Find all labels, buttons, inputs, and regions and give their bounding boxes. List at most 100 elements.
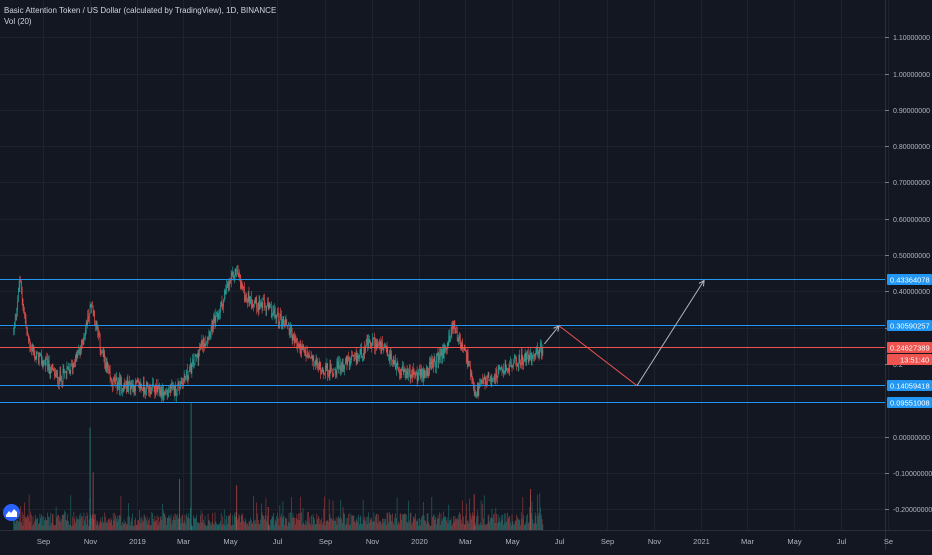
candle-body xyxy=(103,353,105,357)
candle-body xyxy=(411,370,413,375)
volume-bar xyxy=(83,512,85,530)
price-level-tag-text: 0.24627389 xyxy=(890,344,930,353)
volume-bar xyxy=(189,507,191,530)
volume-bar xyxy=(337,518,339,530)
candle-body xyxy=(265,307,267,311)
candle-body xyxy=(142,381,144,391)
volume-bar xyxy=(395,518,397,530)
candle-body xyxy=(155,385,156,395)
candle-body xyxy=(186,369,187,377)
volume-bar xyxy=(471,515,473,530)
projection-segment[interactable] xyxy=(636,280,705,386)
candle-body xyxy=(13,329,14,332)
candle-body xyxy=(47,359,48,371)
candle-body xyxy=(467,352,469,365)
time-tick-label: 2020 xyxy=(411,537,428,546)
candle-body xyxy=(235,269,237,272)
volume-bar xyxy=(459,512,460,530)
volume-bar xyxy=(323,508,325,530)
candle-body xyxy=(176,385,178,393)
projection-segment[interactable] xyxy=(558,325,638,387)
price-level-tag[interactable] xyxy=(887,380,932,391)
volume-bar xyxy=(319,524,321,530)
volume-bar xyxy=(426,513,428,530)
candle-body xyxy=(101,352,102,354)
price-tick-label: 0.80000000 xyxy=(893,144,930,151)
candle-body xyxy=(214,316,216,323)
time-axis[interactable]: Sep Nov 2019 Mar May Jul Sep Nov 2020 Mar May Jul Se… xyxy=(0,530,932,547)
volume-indicator-label[interactable]: Vol (20) xyxy=(4,17,32,26)
candle-body xyxy=(269,304,271,308)
candle-body xyxy=(120,379,122,380)
candle-body xyxy=(321,370,322,375)
volume-bar xyxy=(291,497,292,530)
time-tick-label: Mar xyxy=(177,537,190,546)
volume-bar xyxy=(164,514,166,530)
volume-bar xyxy=(48,516,49,530)
candle-body xyxy=(82,340,83,344)
volume-bar xyxy=(33,524,35,530)
candle-body xyxy=(350,359,352,363)
volume-bar xyxy=(14,523,16,530)
candle-body xyxy=(146,382,147,394)
candle-body xyxy=(115,377,117,379)
candle-body xyxy=(422,368,424,379)
candle-body xyxy=(386,347,388,353)
candle-body xyxy=(236,271,237,273)
candle-body xyxy=(74,364,75,367)
volume-bar xyxy=(491,508,493,530)
volume-bar xyxy=(308,512,309,530)
candle-body xyxy=(406,371,407,378)
candle-body xyxy=(542,349,544,354)
price-level-tag[interactable] xyxy=(887,342,932,353)
volume-bar xyxy=(212,513,214,530)
volume-bar xyxy=(533,524,534,530)
volume-bar xyxy=(278,525,280,530)
volume-bar xyxy=(537,494,538,530)
candle-body xyxy=(518,355,520,365)
volume-bar xyxy=(74,518,75,530)
candle-body xyxy=(327,363,328,376)
candle-body xyxy=(136,380,138,383)
candle-body xyxy=(196,353,198,355)
volume-bar xyxy=(73,511,75,530)
price-level-tag[interactable] xyxy=(887,397,932,408)
volume-bar xyxy=(226,515,227,530)
volume-bar xyxy=(279,505,281,530)
volume-bar xyxy=(183,523,184,530)
volume-bar xyxy=(211,521,213,530)
volume-bar xyxy=(351,515,353,530)
candle-body xyxy=(65,371,66,373)
volume-bar xyxy=(536,523,538,530)
volume-bar xyxy=(126,524,128,530)
volume-bar xyxy=(342,506,344,530)
volume-bar xyxy=(280,516,281,530)
candle-body xyxy=(230,273,232,283)
volume-bar xyxy=(497,514,499,530)
price-level-tag[interactable] xyxy=(887,320,932,331)
candle-body xyxy=(433,364,434,368)
volume-bar xyxy=(286,518,288,530)
candle-body xyxy=(298,343,299,345)
price-level-tag[interactable] xyxy=(887,274,932,285)
candle-body xyxy=(232,271,234,275)
volume-bar xyxy=(513,524,515,530)
volume-bar xyxy=(453,521,455,530)
candle-body xyxy=(277,311,279,324)
price-axis[interactable]: 1.10000000 1.00000000 0.90000000 0.80000000… xyxy=(885,0,932,550)
candle-body xyxy=(95,321,97,326)
candle-body xyxy=(318,367,319,369)
tradingview-logo-icon[interactable] xyxy=(3,504,20,521)
projection-segment[interactable] xyxy=(544,325,560,345)
candle-body xyxy=(395,360,396,370)
candle-body xyxy=(248,293,250,302)
candle-body xyxy=(458,335,460,342)
symbol-title[interactable]: Basic Attention Token / US Dollar (calcu… xyxy=(4,6,277,15)
volume-bar xyxy=(363,519,365,530)
volume-bar xyxy=(104,512,106,530)
volume-bar xyxy=(298,520,300,530)
volume-bar xyxy=(351,514,352,530)
volume-bar xyxy=(214,512,216,530)
